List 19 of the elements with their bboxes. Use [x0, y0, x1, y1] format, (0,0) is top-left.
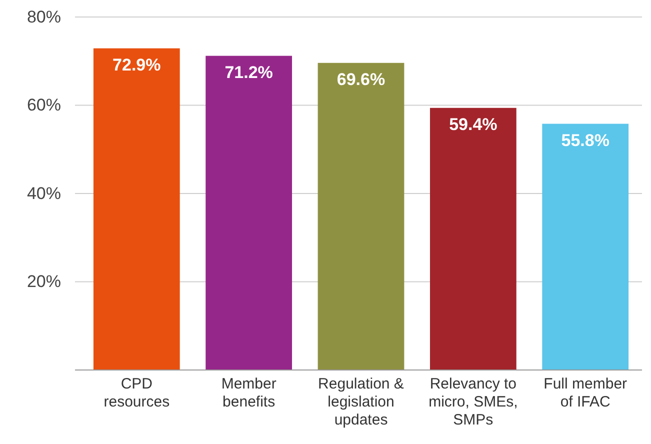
- data-label: 69.6%: [336, 70, 386, 89]
- bar: [93, 48, 180, 370]
- x-tick-label: Member benefits: [221, 376, 276, 411]
- bar: [542, 124, 629, 370]
- x-tick-label: Regulation & legislation updates: [318, 376, 404, 429]
- y-tick-label: 60%: [26, 96, 61, 115]
- x-tick-label: Relevancy to micro, SMEs, SMPs: [428, 376, 518, 429]
- x-tick-label: CPD resources: [104, 376, 170, 411]
- bar: [206, 56, 292, 370]
- bar: [430, 108, 516, 370]
- data-label: 71.2%: [224, 62, 273, 82]
- bar: [318, 62, 404, 370]
- y-tick-label: 20%: [26, 272, 61, 292]
- data-label: 55.8%: [561, 130, 610, 150]
- x-tick-label: Full member of IFAC: [544, 376, 628, 411]
- data-label: 59.4%: [449, 114, 498, 134]
- data-label: 72.9%: [112, 55, 161, 74]
- y-tick-label: 40%: [26, 184, 61, 203]
- y-tick-label: 80%: [26, 7, 61, 26]
